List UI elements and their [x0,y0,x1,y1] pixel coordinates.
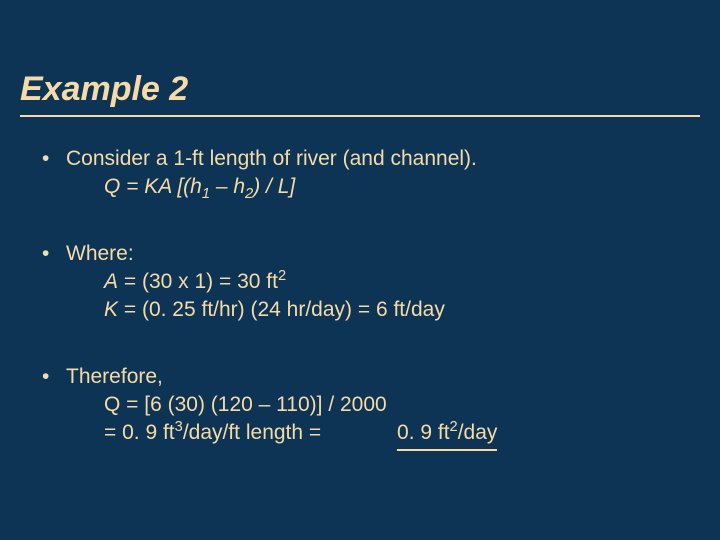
bullet-3-line-Q: Q = [6 (30) (120 – 110)] / 2000 [42,391,700,419]
bullet-block-2: Where: A = (30 x 1) = 30 ft2 K = (0. 25 … [42,240,700,325]
result-suffix: /day [458,421,498,444]
bullet-block-3: Therefore, Q = [6 (30) (120 – 110)] / 20… [42,363,700,451]
formula-q-prefix: Q = KA [(h [104,175,202,198]
eq-K: = (0. 25 ft/hr) (24 hr/day) = 6 ft/day [118,298,445,321]
eq-A: = (30 x 1) = 30 ft [118,270,278,293]
bullet-2-line-K: K = (0. 25 ft/hr) (24 hr/day) = 6 ft/day [42,296,700,324]
eq-prefix: = 0. 9 ft [104,421,175,444]
slide: Example 2 Consider a 1-ft length of rive… [0,0,720,540]
bullet-3-line-result: = 0. 9 ft3/day/ft length = 0. 9 ft2/day [42,419,700,450]
formula-suffix: ) / L] [253,175,295,198]
formula-sub1: 1 [202,187,210,203]
var-A: A [104,270,118,293]
bullet-3-lead: Therefore, [42,363,700,391]
final-result: 0. 9 ft2/day [397,419,497,450]
eq-mid: /day/ft length = [183,421,321,444]
slide-title: Example 2 [20,70,700,117]
bullet-2-line-A: A = (30 x 1) = 30 ft2 [42,268,700,296]
eq-sup: 3 [175,419,183,435]
bullet-block-1: Consider a 1-ft length of river (and cha… [42,145,700,202]
var-K: K [104,298,118,321]
bullet-1-formula: Q = KA [(h1 – h2) / L] [42,173,700,201]
formula-sub2: 2 [245,187,253,203]
formula-mid: – h [210,175,245,198]
bullet-2-lead: Where: [42,240,700,268]
result-sup: 2 [450,419,458,435]
bullet-1-lead: Consider a 1-ft length of river (and cha… [42,145,700,173]
sup-A: 2 [278,268,286,284]
result-prefix: 0. 9 ft [397,421,450,444]
slide-content: Consider a 1-ft length of river (and cha… [20,145,700,451]
